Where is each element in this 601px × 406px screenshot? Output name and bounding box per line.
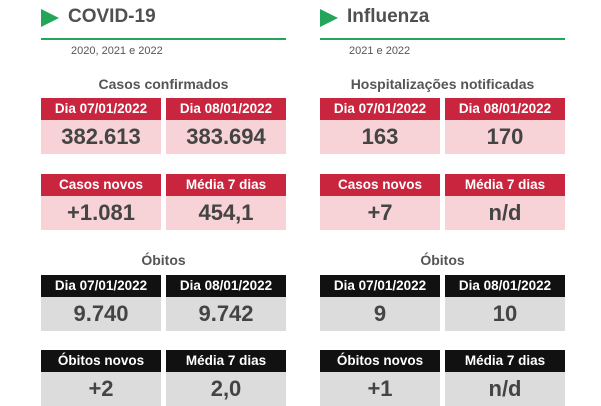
triangle-icon <box>41 9 59 27</box>
date-label: Dia 07/01/2022 <box>320 98 440 120</box>
covid-confirmed-row: Dia 07/01/2022 382.613 Dia 08/01/2022 38… <box>41 98 286 154</box>
date-label: Dia 08/01/2022 <box>166 98 286 120</box>
avg-label: Média 7 dias <box>445 350 565 372</box>
flu-deaths-new: Óbitos novos +1 <box>320 350 440 406</box>
flu-hosp-heading: Hospitalizações notificadas <box>350 76 535 92</box>
stat-value: 383.694 <box>166 120 286 154</box>
date-label: Dia 07/01/2022 <box>320 275 440 297</box>
stat-value: +2 <box>41 372 161 406</box>
new-label: Casos novos <box>41 174 161 196</box>
covid-title: COVID-19 <box>68 6 156 27</box>
covid-header: COVID-19 <box>41 0 286 40</box>
stat-value: 9.742 <box>166 297 286 331</box>
covid-deaths-day2: Dia 08/01/2022 9.742 <box>166 275 286 331</box>
avg-label: Média 7 dias <box>445 174 565 196</box>
stat-value: +1 <box>320 372 440 406</box>
flu-hosp-day1: Dia 07/01/2022 163 <box>320 98 440 154</box>
covid-deaths-heading: Óbitos <box>141 252 186 268</box>
covid-panel: COVID-19 2020, 2021 e 2022 Casos confirm… <box>41 0 286 406</box>
covid-years: 2020, 2021 e 2022 <box>71 45 163 57</box>
flu-panel: Influenza 2021 e 2022 Hospitalizações no… <box>320 0 565 406</box>
triangle-icon <box>320 9 338 27</box>
flu-title: Influenza <box>347 6 430 27</box>
flu-years: 2021 e 2022 <box>349 45 411 57</box>
stat-value: n/d <box>445 196 565 230</box>
covid-avg7: Média 7 dias 454,1 <box>166 174 286 230</box>
new-label: Óbitos novos <box>41 350 161 372</box>
stat-value: +1.081 <box>41 196 161 230</box>
stat-value: 2,0 <box>166 372 286 406</box>
stat-value: 170 <box>445 120 565 154</box>
stat-value: 163 <box>320 120 440 154</box>
flu-deaths-row: Dia 07/01/2022 9 Dia 08/01/2022 10 <box>320 275 565 331</box>
flu-header: Influenza <box>320 0 565 40</box>
date-label: Dia 08/01/2022 <box>166 275 286 297</box>
covid-confirmed-day2: Dia 08/01/2022 383.694 <box>166 98 286 154</box>
flu-hosp-day2: Dia 08/01/2022 170 <box>445 98 565 154</box>
stat-value: 10 <box>445 297 565 331</box>
stat-value: 9 <box>320 297 440 331</box>
stat-value: +7 <box>320 196 440 230</box>
covid-confirmed-heading: Casos confirmados <box>98 76 229 92</box>
flu-deaths-day2: Dia 08/01/2022 10 <box>445 275 565 331</box>
covid-new-row: Casos novos +1.081 Média 7 dias 454,1 <box>41 174 286 230</box>
flu-deaths-new-row: Óbitos novos +1 Média 7 dias n/d <box>320 350 565 406</box>
flu-hosp-row: Dia 07/01/2022 163 Dia 08/01/2022 170 <box>320 98 565 154</box>
new-label: Óbitos novos <box>320 350 440 372</box>
date-label: Dia 07/01/2022 <box>41 275 161 297</box>
stat-value: 454,1 <box>166 196 286 230</box>
flu-avg7: Média 7 dias n/d <box>445 174 565 230</box>
stat-value: 382.613 <box>41 120 161 154</box>
covid-deaths-new-row: Óbitos novos +2 Média 7 dias 2,0 <box>41 350 286 406</box>
covid-new-cases: Casos novos +1.081 <box>41 174 161 230</box>
date-label: Dia 08/01/2022 <box>445 98 565 120</box>
covid-deaths-row: Dia 07/01/2022 9.740 Dia 08/01/2022 9.74… <box>41 275 286 331</box>
flu-new-row: Casos novos +7 Média 7 dias n/d <box>320 174 565 230</box>
covid-deaths-new: Óbitos novos +2 <box>41 350 161 406</box>
covid-confirmed-day1: Dia 07/01/2022 382.613 <box>41 98 161 154</box>
covid-deaths-day1: Dia 07/01/2022 9.740 <box>41 275 161 331</box>
flu-deaths-heading: Óbitos <box>420 252 465 268</box>
flu-deaths-avg7: Média 7 dias n/d <box>445 350 565 406</box>
flu-deaths-day1: Dia 07/01/2022 9 <box>320 275 440 331</box>
date-label: Dia 08/01/2022 <box>445 275 565 297</box>
avg-label: Média 7 dias <box>166 350 286 372</box>
covid-deaths-avg7: Média 7 dias 2,0 <box>166 350 286 406</box>
avg-label: Média 7 dias <box>166 174 286 196</box>
stat-value: 9.740 <box>41 297 161 331</box>
new-label: Casos novos <box>320 174 440 196</box>
date-label: Dia 07/01/2022 <box>41 98 161 120</box>
stat-value: n/d <box>445 372 565 406</box>
flu-new-cases: Casos novos +7 <box>320 174 440 230</box>
